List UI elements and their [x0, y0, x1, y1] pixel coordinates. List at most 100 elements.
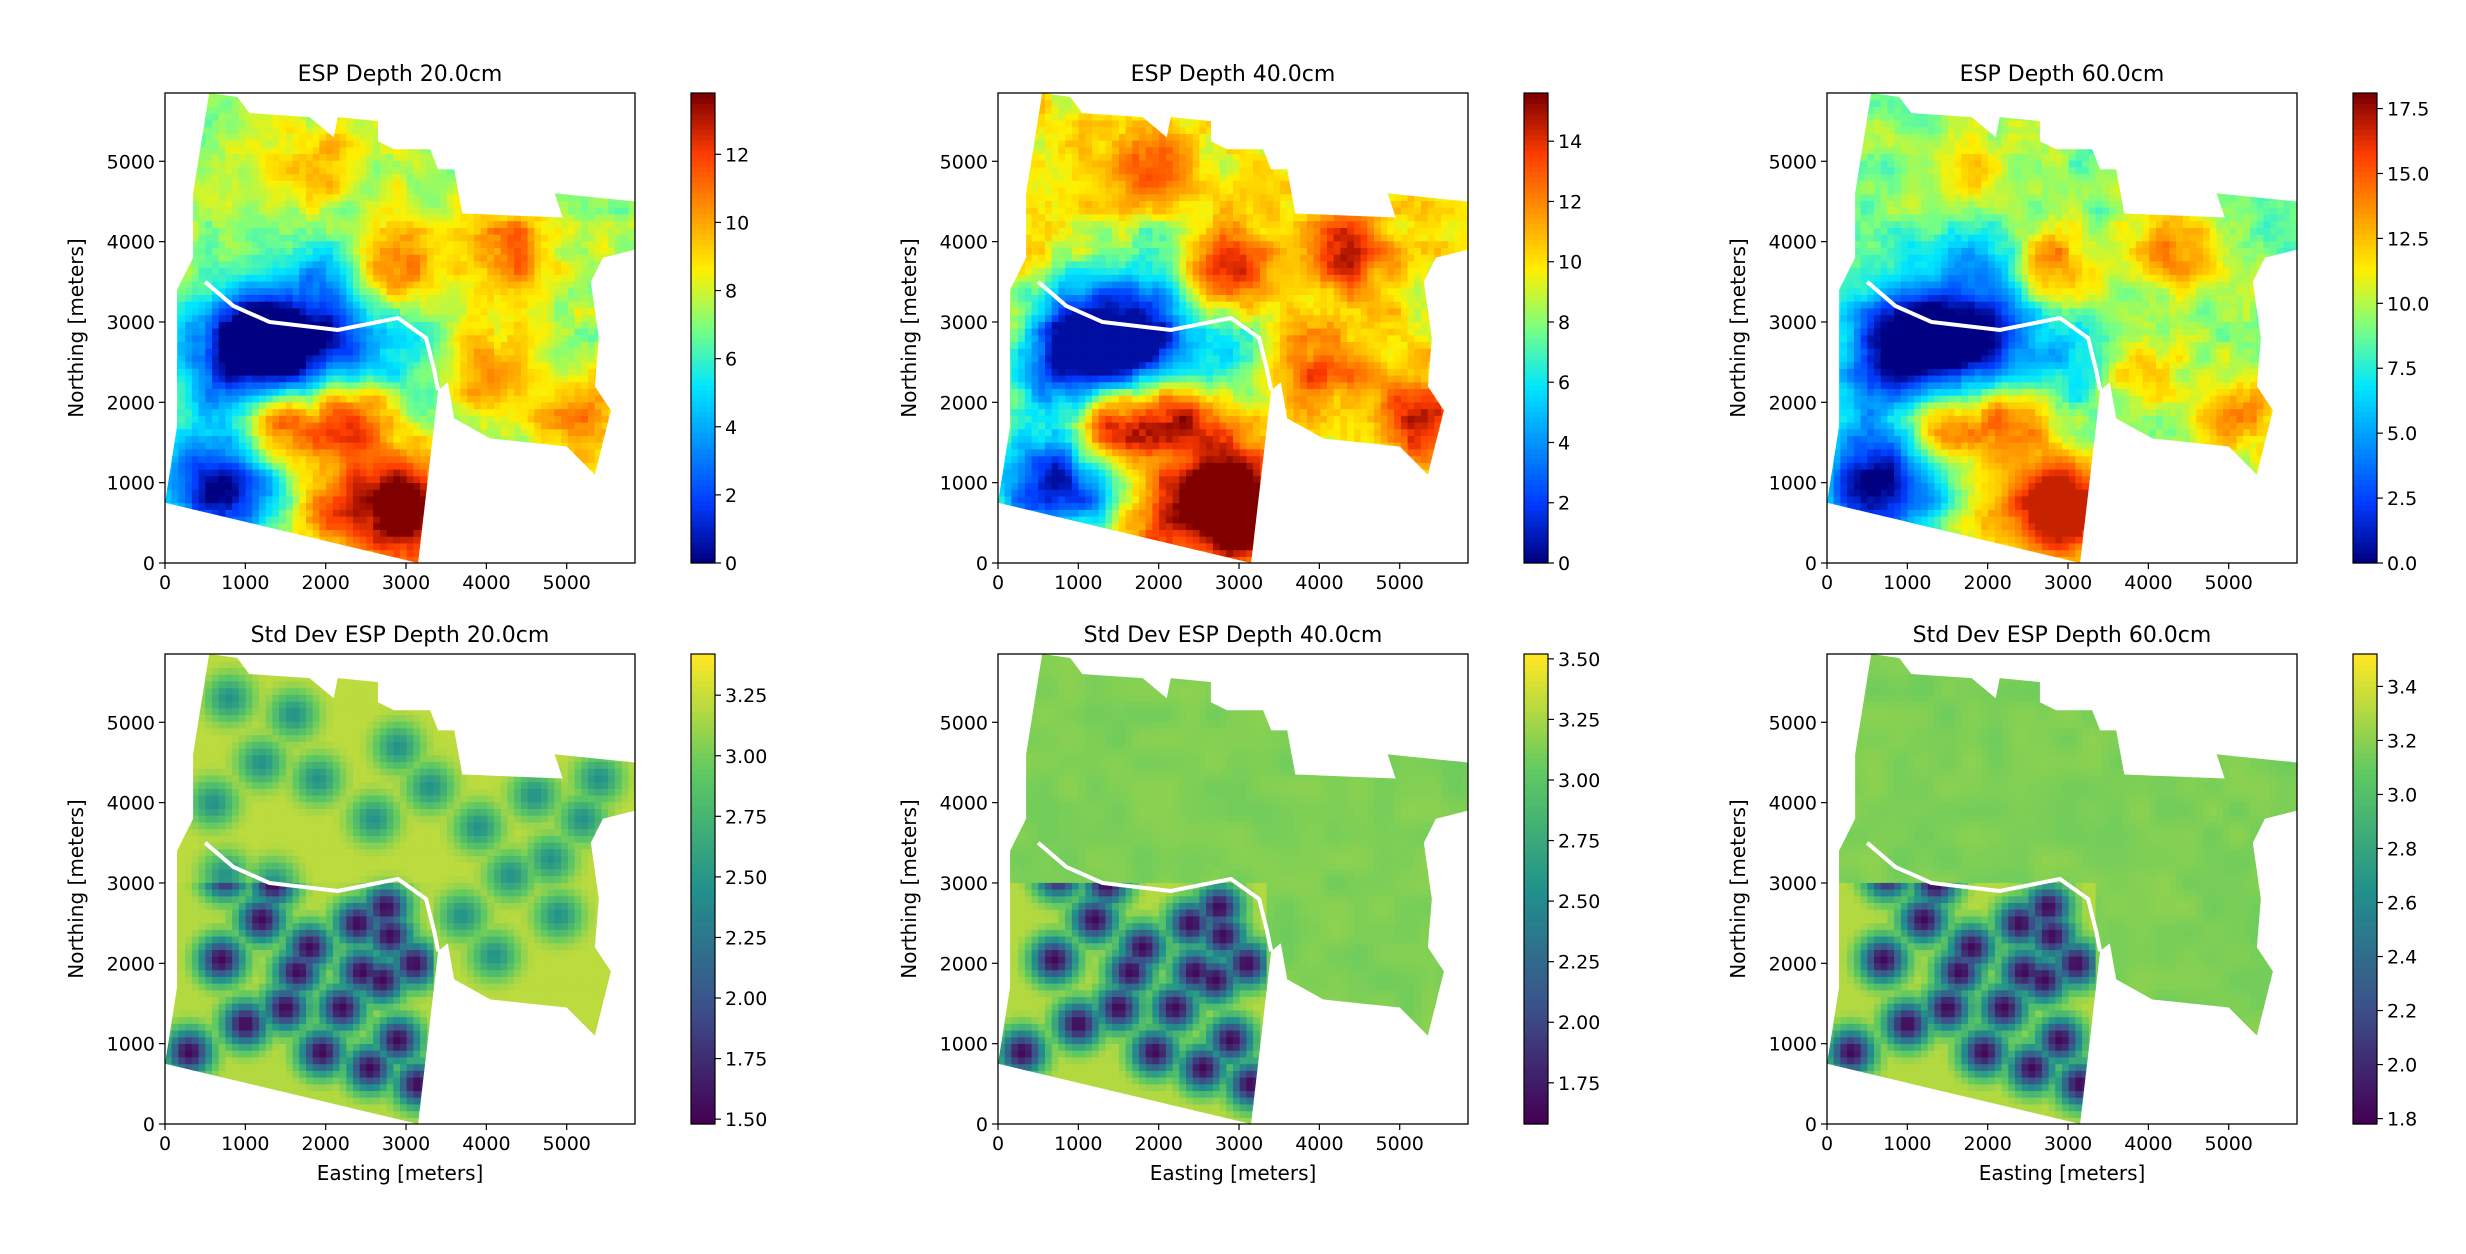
heatmap-cell	[541, 166, 549, 175]
heatmap-cell	[527, 146, 535, 155]
heatmap-cell	[554, 455, 562, 463]
heatmap-cell	[292, 422, 300, 430]
heatmap-cell	[185, 341, 193, 349]
heatmap-cell	[574, 495, 582, 504]
colorbar-step	[691, 270, 715, 277]
heatmap-cell	[614, 93, 623, 101]
heatmap-cell	[507, 99, 515, 108]
heatmap-cell	[608, 502, 616, 510]
heatmap-cell	[279, 502, 287, 510]
heatmap-cell	[178, 361, 186, 369]
heatmap-cell	[554, 254, 562, 262]
heatmap-cell	[238, 294, 247, 302]
heatmap-cell	[467, 415, 475, 423]
heatmap-cell	[238, 341, 247, 349]
heatmap-cell	[581, 140, 589, 148]
heatmap-cell	[359, 187, 368, 195]
heatmap-cell	[339, 113, 347, 121]
heatmap-cell	[366, 348, 374, 356]
heatmap-cell	[514, 133, 522, 141]
heatmap-cell	[601, 153, 609, 161]
heatmap-cell	[393, 529, 401, 537]
heatmap-cell	[420, 549, 428, 557]
heatmap-cell	[165, 119, 173, 128]
heatmap-cell	[359, 529, 368, 537]
heatmap-cell	[299, 294, 307, 302]
heatmap-cell	[426, 247, 435, 255]
heatmap-cell	[480, 448, 488, 457]
heatmap-cell	[379, 354, 388, 363]
heatmap-cell	[218, 442, 227, 450]
heatmap-cell	[393, 408, 401, 416]
heatmap-cell	[547, 502, 556, 510]
heatmap-cell	[447, 509, 455, 517]
heatmap-cell	[265, 368, 274, 376]
heatmap-cell	[534, 435, 542, 443]
heatmap-cell	[178, 395, 186, 403]
heatmap-cell	[494, 274, 502, 282]
heatmap-cell	[379, 133, 388, 141]
heatmap-cell	[487, 213, 495, 222]
colorbar-step	[691, 516, 715, 522]
heatmap-cell	[527, 381, 535, 390]
heatmap-cell	[185, 408, 193, 416]
heatmap-cell	[447, 213, 455, 222]
heatmap-cell	[292, 207, 300, 215]
heatmap-cell	[588, 207, 596, 215]
heatmap-cell	[218, 234, 227, 242]
heatmap-cell	[594, 166, 603, 175]
heatmap-cell	[534, 536, 542, 544]
heatmap-cell	[433, 321, 441, 329]
heatmap-cell	[326, 408, 334, 416]
heatmap-cell	[420, 193, 428, 202]
heatmap-cell	[440, 140, 448, 148]
heatmap-cell	[426, 146, 435, 155]
heatmap-cell	[178, 462, 186, 470]
heatmap-cell	[460, 328, 468, 336]
heatmap-cell	[534, 287, 542, 296]
heatmap-cell	[379, 475, 388, 484]
heatmap-cell	[487, 166, 495, 175]
heatmap-cell	[400, 307, 408, 316]
heatmap-cell	[252, 281, 260, 289]
heatmap-cell	[473, 502, 482, 510]
heatmap-cell	[299, 368, 307, 376]
heatmap-cell	[514, 247, 522, 255]
heatmap-cell	[225, 126, 233, 134]
heatmap-cell	[413, 119, 421, 128]
heatmap-cell	[225, 207, 233, 215]
heatmap-cell	[473, 455, 482, 463]
heatmap-cell	[561, 381, 569, 390]
heatmap-cell	[541, 133, 549, 141]
heatmap-cell	[265, 361, 274, 369]
heatmap-cell	[306, 314, 314, 322]
heatmap-cell	[567, 361, 576, 369]
heatmap-cell	[366, 287, 374, 296]
heatmap-cell	[218, 509, 227, 517]
heatmap-cell	[594, 140, 603, 148]
heatmap-cell	[346, 160, 354, 168]
heatmap-cell	[561, 220, 569, 228]
heatmap-cell	[608, 428, 616, 437]
heatmap-cell	[265, 193, 274, 202]
heatmap-cell	[507, 448, 515, 457]
heatmap-cell	[366, 187, 374, 195]
heatmap-cell	[379, 267, 388, 275]
heatmap-cell	[561, 287, 569, 296]
heatmap-cell	[185, 502, 193, 510]
heatmap-cell	[346, 328, 354, 336]
heatmap-cell	[554, 348, 562, 356]
heatmap-cell	[588, 133, 596, 141]
heatmap-cell	[413, 93, 421, 101]
heatmap-cell	[191, 469, 200, 477]
heatmap-cell	[507, 126, 515, 134]
heatmap-cell	[581, 448, 589, 457]
heatmap-cell	[225, 119, 233, 128]
heatmap-cell	[541, 274, 549, 282]
heatmap-cell	[581, 193, 589, 202]
heatmap-cell	[353, 227, 361, 235]
heatmap-cell	[185, 516, 193, 524]
heatmap-cell	[326, 234, 334, 242]
heatmap-cell	[494, 140, 502, 148]
heatmap-cell	[581, 126, 589, 134]
